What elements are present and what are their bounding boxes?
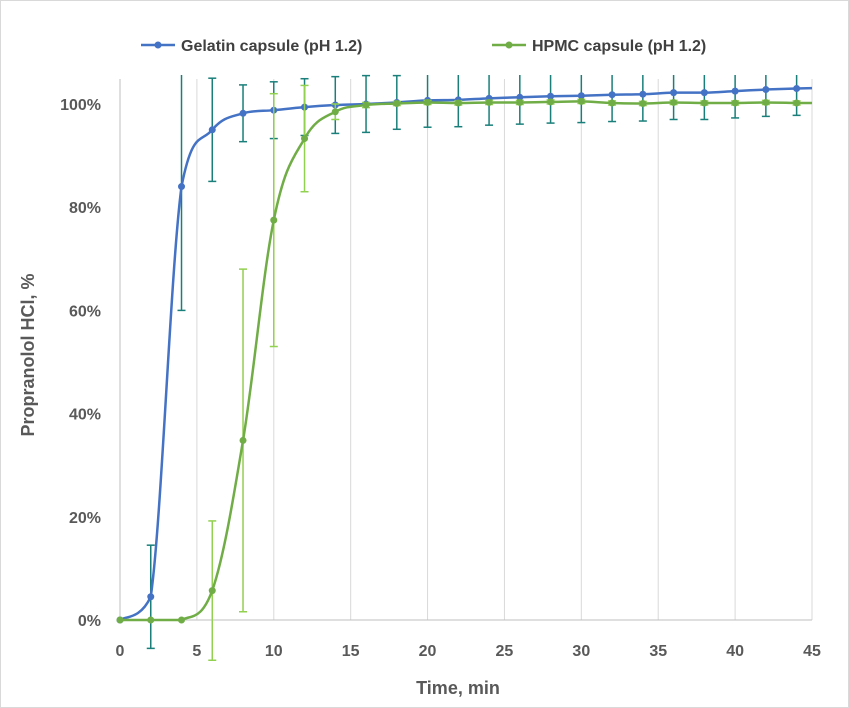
data-point	[793, 85, 801, 93]
x-tick-label: 20	[419, 643, 437, 660]
data-point	[700, 99, 708, 107]
data-point	[331, 108, 339, 116]
data-point	[547, 92, 555, 100]
data-point	[762, 86, 770, 94]
y-tick-label: 40%	[69, 407, 101, 424]
data-point	[516, 98, 524, 106]
data-point	[577, 92, 585, 100]
data-point	[178, 183, 186, 191]
data-point	[700, 89, 708, 97]
x-tick-label: 15	[342, 643, 360, 660]
x-tick-label: 30	[572, 643, 590, 660]
y-tick-label: 60%	[69, 303, 101, 320]
data-point	[239, 109, 247, 117]
x-tick-label: 5	[192, 643, 201, 660]
data-point	[793, 99, 801, 107]
data-point	[608, 91, 616, 99]
y-tick-label: 100%	[60, 97, 101, 114]
y-tick-labels: 0% 20% 40% 60% 80% 100%	[60, 97, 101, 630]
data-point	[424, 98, 432, 106]
data-point	[762, 98, 770, 106]
data-point	[270, 216, 278, 224]
data-point	[208, 587, 216, 595]
legend-label-hpmc: HPMC capsule (pH 1.2)	[532, 38, 706, 55]
legend-label-gelatin: Gelatin capsule (pH 1.2)	[181, 38, 362, 55]
data-point	[147, 593, 155, 601]
data-point	[516, 93, 524, 101]
data-point	[731, 87, 739, 95]
y-tick-label: 80%	[69, 200, 101, 217]
legend-marker-gelatin	[154, 41, 162, 49]
data-point	[301, 135, 309, 143]
data-point	[639, 90, 647, 98]
x-tick-label: 40	[726, 643, 744, 660]
data-point	[731, 99, 739, 107]
data-point	[577, 97, 585, 105]
legend: Gelatin capsule (pH 1.2) HPMC capsule (p…	[141, 38, 706, 55]
y-tick-label: 0%	[78, 613, 101, 630]
data-point	[670, 89, 678, 97]
x-tick-label: 35	[649, 643, 667, 660]
legend-item-gelatin: Gelatin capsule (pH 1.2)	[141, 38, 362, 55]
data-point	[547, 98, 555, 106]
data-point	[393, 99, 401, 107]
series-hpmc	[116, 84, 812, 661]
series-gelatin	[116, 74, 813, 650]
x-tick-labels: 0 5 10 15 20 25 30 35 40 45	[116, 643, 821, 660]
data-point	[454, 99, 462, 107]
data-point	[178, 616, 186, 624]
data-point	[147, 616, 155, 624]
data-point	[485, 98, 493, 106]
data-point	[116, 616, 124, 624]
x-tick-label: 10	[265, 643, 283, 660]
data-point	[239, 436, 247, 444]
y-tick-label: 20%	[69, 510, 101, 527]
x-tick-label: 45	[803, 643, 821, 660]
axes	[119, 79, 812, 621]
legend-marker-hpmc	[505, 41, 513, 49]
x-tick-label: 25	[496, 643, 514, 660]
y-axis-title: Propranolol HCl, %	[18, 273, 38, 436]
plot-area-series	[116, 74, 813, 661]
data-point	[639, 99, 647, 107]
data-point	[608, 99, 616, 107]
data-point	[208, 126, 216, 134]
x-tick-label: 0	[116, 643, 125, 660]
data-point	[362, 101, 370, 109]
data-point	[670, 98, 678, 106]
legend-item-hpmc: HPMC capsule (pH 1.2)	[492, 38, 706, 55]
x-axis-title: Time, min	[416, 678, 500, 698]
